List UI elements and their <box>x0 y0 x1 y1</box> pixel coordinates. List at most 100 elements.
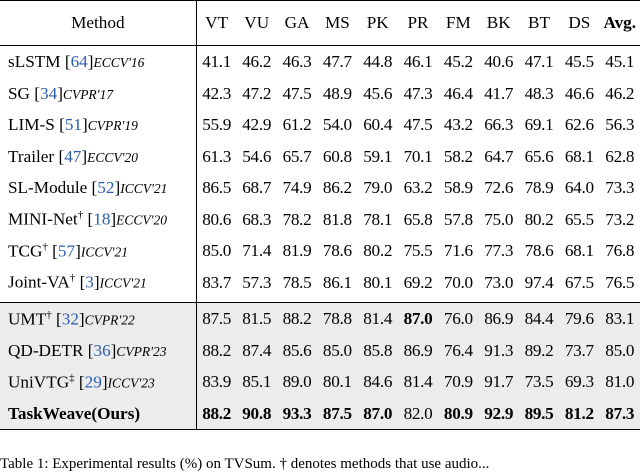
score-cell: 79.6 <box>559 302 600 335</box>
score-cell: 81.5 <box>236 302 277 335</box>
score-cell: 48.9 <box>322 83 352 103</box>
score-cell: 56.3 <box>605 115 635 135</box>
score-cell: 86.2 <box>322 178 352 198</box>
score-cell: 73.5 <box>518 366 560 398</box>
score-cell: 84.4 <box>518 302 560 335</box>
score-cell: 83.1 <box>599 302 640 335</box>
results-table-body: Method VT VU GA MS PK PR FM BK BT DS Avg. sLSTM [64]… <box>0 0 640 430</box>
citation-link[interactable]: 3 <box>85 273 94 293</box>
score-cell: 78.2 <box>282 209 312 229</box>
citation-link[interactable]: 51 <box>64 115 83 135</box>
score-cell: 81.0 <box>599 366 640 398</box>
venue-label: CVPR'22 <box>84 312 135 328</box>
method-cell: MINI-Net† [18]ECCV'20 <box>0 203 197 235</box>
table-row: SG [34]CVPR'17 42.3 47.2 47.5 48.9 45.6 47.3 46… <box>0 77 640 109</box>
score-cell: 45.5 <box>564 52 594 72</box>
citation-link[interactable]: 34 <box>40 83 58 103</box>
score-cell: 55.9 <box>202 115 232 135</box>
score-cell: 46.2 <box>605 83 635 103</box>
citation-link[interactable]: 29 <box>84 372 102 392</box>
score-cell: 57.3 <box>242 272 272 292</box>
header-pr: PR <box>397 0 439 46</box>
method-cell: SL-Module [52]ICCV'21 <box>0 172 197 204</box>
table-row: UniVTG‡ [29]ICCV'23 83.9 85.1 89.0 80.1 84.6 8… <box>0 366 640 398</box>
table-row: LIM-S [51]CVPR'19 55.9 42.9 61.2 54.0 60.4 47.… <box>0 109 640 141</box>
table-row: sLSTM [64]ECCV'16 41.1 46.2 46.3 47.7 44.8 46.… <box>0 45 640 78</box>
score-cell: 73.7 <box>559 334 600 366</box>
venue-label: ECCV'20 <box>87 149 138 165</box>
score-cell: 57.8 <box>443 209 473 229</box>
citation-link[interactable]: 64 <box>70 52 88 72</box>
citation-link[interactable]: 36 <box>93 340 111 360</box>
score-cell: 79.0 <box>363 178 393 198</box>
score-cell: 88.2 <box>196 397 237 430</box>
venue-label: ICCV'21 <box>99 276 147 292</box>
method-cell: UMT† [32]CVPR'22 <box>0 302 197 335</box>
score-cell: 70.9 <box>438 366 479 398</box>
score-cell: 73.2 <box>605 209 635 229</box>
header-bt: BT <box>518 0 560 46</box>
table-row: TCG† [57]ICCV'21 85.0 71.4 81.9 78.6 80.2 75.5… <box>0 235 640 267</box>
score-cell: 78.1 <box>363 209 393 229</box>
score-cell: 86.5 <box>202 178 232 198</box>
venue-label: ICCV'21 <box>80 244 128 260</box>
score-cell: 87.5 <box>196 302 237 335</box>
score-cell: 70.1 <box>403 146 433 166</box>
header-vt: VT <box>196 0 237 46</box>
score-cell: 47.3 <box>403 83 433 103</box>
venue-label: ECCV'16 <box>93 55 145 71</box>
score-cell: 82.0 <box>397 397 439 430</box>
header-fm: FM <box>438 0 479 46</box>
score-cell: 92.9 <box>478 397 519 430</box>
venue-label: CVPR'23 <box>116 343 167 359</box>
header-bk: BK <box>478 0 519 46</box>
score-cell: 45.2 <box>443 52 473 72</box>
score-cell: 42.9 <box>242 115 272 135</box>
score-cell: 73.3 <box>605 178 635 198</box>
score-cell: 45.1 <box>605 52 635 72</box>
score-cell: 85.0 <box>317 334 358 366</box>
score-cell: 88.2 <box>276 302 318 335</box>
method-name: SG <box>8 83 30 103</box>
score-cell: 63.2 <box>403 178 433 198</box>
score-cell: 46.3 <box>282 52 312 72</box>
score-cell: 67.5 <box>564 272 594 292</box>
score-cell: 64.7 <box>484 146 514 166</box>
score-cell: 83.7 <box>202 272 232 292</box>
score-cell: 89.2 <box>518 334 560 366</box>
score-cell: 69.3 <box>559 366 600 398</box>
score-cell: 62.6 <box>564 115 594 135</box>
method-footnote-mark: † <box>77 209 84 222</box>
method-cell: TaskWeave(Ours) <box>0 397 197 430</box>
score-cell: 47.2 <box>242 83 272 103</box>
method-footnote-mark: † <box>42 240 48 253</box>
citation-link[interactable]: 32 <box>61 309 79 329</box>
score-cell: 40.6 <box>484 52 514 72</box>
score-cell: 47.5 <box>403 115 433 135</box>
score-cell: 73.0 <box>484 272 514 292</box>
score-cell: 77.3 <box>484 241 514 261</box>
method-footnote-mark: † <box>69 272 76 285</box>
score-cell: 68.1 <box>564 146 594 166</box>
results-table-container: Method VT VU GA MS PK PR FM BK BT DS Avg. sLSTM [64]… <box>0 0 640 430</box>
score-cell: 46.2 <box>242 52 272 72</box>
table-row: SL-Module [52]ICCV'21 86.5 68.7 74.9 86.2 79.… <box>0 172 640 204</box>
method-cell: sLSTM [64]ECCV'16 <box>0 45 197 78</box>
score-cell: 85.0 <box>202 241 232 261</box>
score-cell: 76.0 <box>438 302 479 335</box>
score-cell: 80.1 <box>317 366 358 398</box>
score-cell: 41.1 <box>202 52 232 72</box>
header-row: Method VT VU GA MS PK PR FM BK BT DS Avg. <box>0 0 640 46</box>
citation-link[interactable]: 18 <box>93 210 111 230</box>
score-cell: 41.7 <box>484 83 514 103</box>
citation-link[interactable]: 57 <box>57 241 76 261</box>
table-row: TaskWeave(Ours) 88.2 90.8 93.3 87.5 87.0 82.0 8… <box>0 397 640 430</box>
score-cell: 80.9 <box>438 397 479 430</box>
citation-link[interactable]: 47 <box>64 146 82 166</box>
method-name: TaskWeave(Ours) <box>8 403 141 423</box>
score-cell: 46.6 <box>564 83 594 103</box>
score-cell: 78.6 <box>524 241 554 261</box>
score-cell: 68.3 <box>242 209 272 229</box>
method-name: LIM-S <box>8 115 55 135</box>
citation-link[interactable]: 52 <box>97 178 115 198</box>
